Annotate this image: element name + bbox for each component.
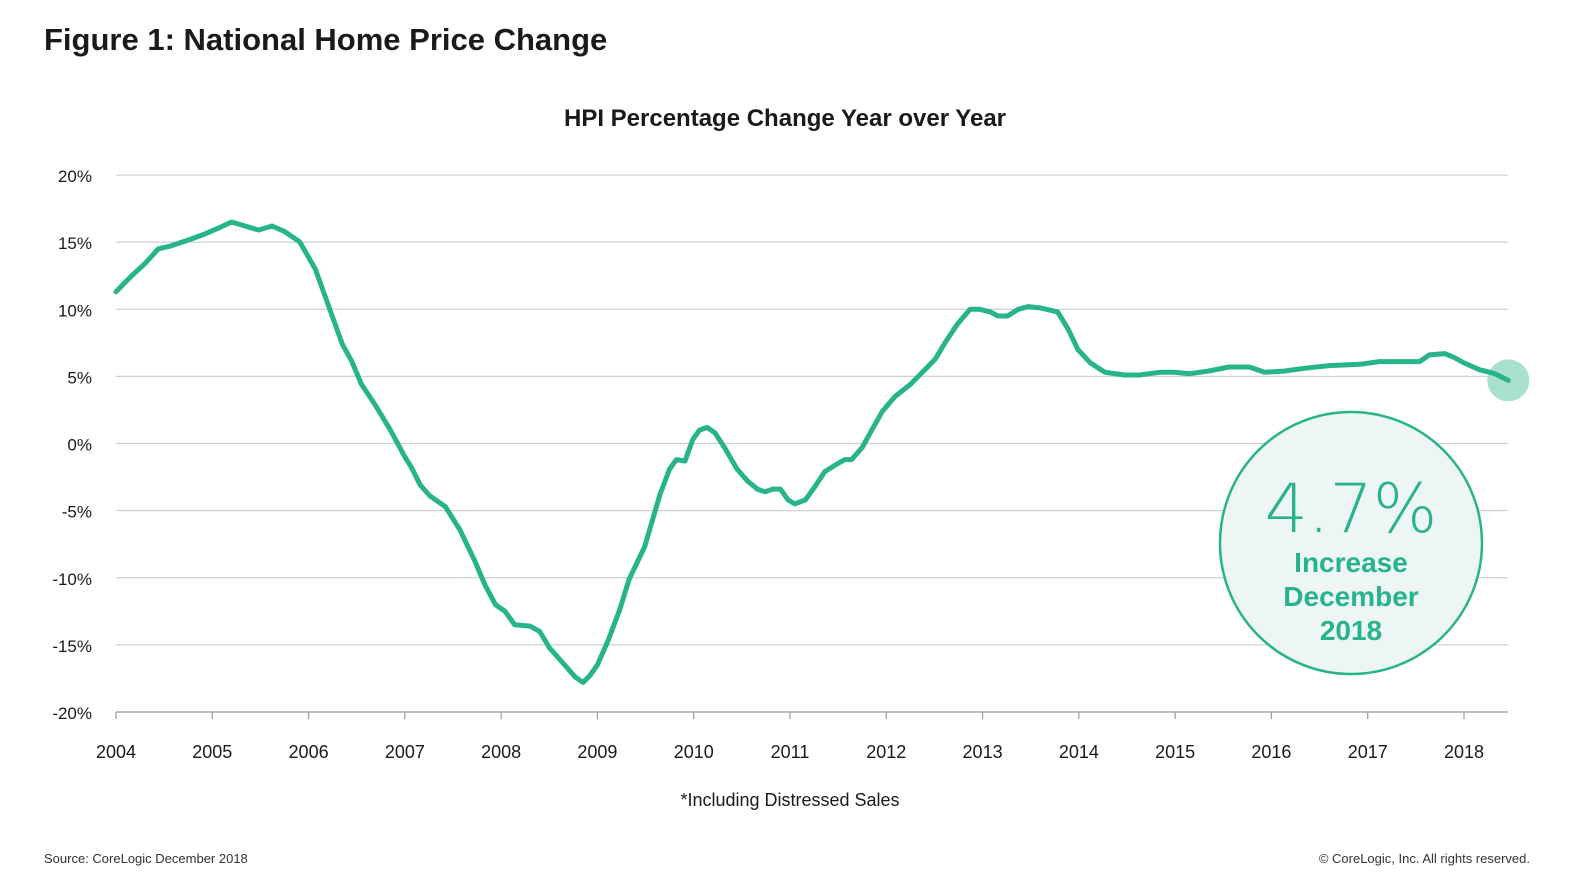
callout-bubble: 4.7% Increase December 2018 <box>1218 410 1484 676</box>
y-tick-label: -15% <box>52 637 92 656</box>
x-tick-label: 2013 <box>963 742 1003 762</box>
x-tick-label: 2004 <box>96 742 136 762</box>
x-tick-label: 2018 <box>1444 742 1484 762</box>
chart-title: HPI Percentage Change Year over Year <box>564 105 1006 132</box>
x-tick-label: 2009 <box>577 742 617 762</box>
x-tick-label: 2011 <box>771 742 810 762</box>
callout-value: 4.7% <box>1265 470 1438 549</box>
callout-line1: Increase <box>1294 547 1408 578</box>
x-tick-label: 2015 <box>1155 742 1195 762</box>
y-tick-label: 0% <box>67 436 92 455</box>
y-tick-label: 15% <box>58 234 92 253</box>
chart-note: *Including Distressed Sales <box>680 790 899 810</box>
x-tick-label: 2005 <box>192 742 232 762</box>
y-tick-label: 10% <box>58 301 92 320</box>
x-tick-label: 2008 <box>481 742 521 762</box>
x-tick-label: 2016 <box>1251 742 1291 762</box>
x-tick-label: 2007 <box>385 742 425 762</box>
callout-line3: 2018 <box>1320 615 1382 646</box>
x-tick-label: 2012 <box>866 742 906 762</box>
y-tick-label: 20% <box>58 167 92 186</box>
y-tick-label: 5% <box>67 368 92 387</box>
figure-title: Figure 1: National Home Price Change <box>44 22 608 57</box>
y-tick-label: -10% <box>52 570 92 589</box>
x-tick-label: 2017 <box>1348 742 1388 762</box>
y-tick-label: -20% <box>52 704 92 723</box>
copyright-note: © CoreLogic, Inc. All rights reserved. <box>1318 851 1530 866</box>
callout-line2: December <box>1283 581 1419 612</box>
source-note: Source: CoreLogic December 2018 <box>44 851 248 866</box>
y-tick-label: -5% <box>62 503 92 522</box>
callout-circle <box>1218 410 1484 676</box>
x-tick-label: 2006 <box>289 742 329 762</box>
x-tick-label: 2014 <box>1059 742 1099 762</box>
x-tick-label: 2010 <box>674 742 714 762</box>
series-line <box>113 219 1511 685</box>
